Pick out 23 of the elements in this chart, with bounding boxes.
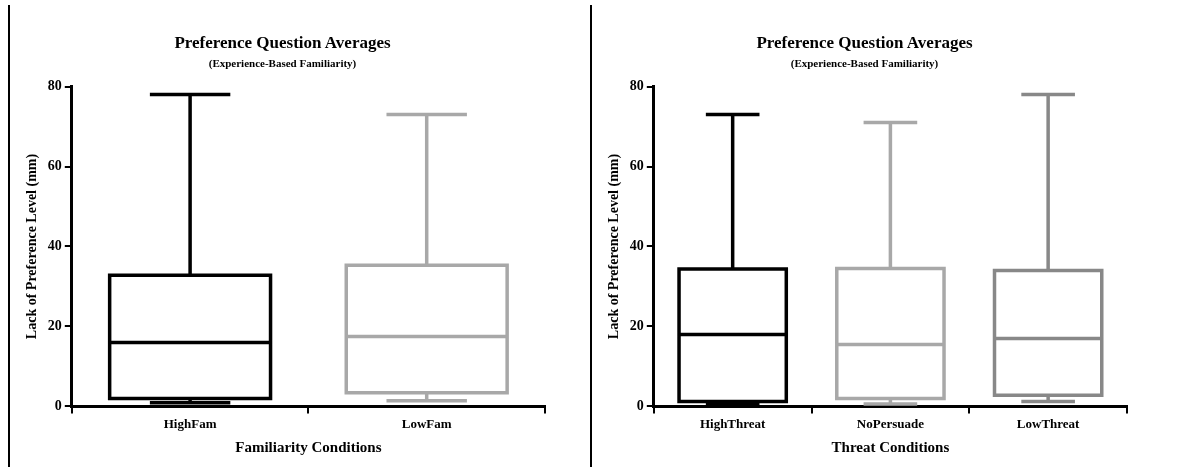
y-tick-label: 80 — [47, 78, 62, 94]
x-tick-label: LowThreat — [1016, 415, 1081, 431]
x-tick-label: HighThreat — [699, 415, 767, 431]
y-tick-label: 0 — [636, 398, 644, 414]
x-tick-label: LowFam — [401, 415, 452, 431]
y-tick-label: 40 — [629, 238, 644, 254]
y-axis-title: Lack of Preference Level (mm) — [606, 153, 623, 340]
x-axis-title: Familiarity Conditions — [235, 438, 382, 455]
chart-subtitle: (Experience-Based Familiarity) — [790, 56, 939, 70]
y-tick-label: 40 — [47, 238, 62, 254]
y-tick-label: 20 — [47, 318, 62, 334]
y-axis-title: Lack of Preference Level (mm) — [24, 153, 41, 340]
x-tick-label: NoPersuade — [856, 415, 925, 431]
y-tick-label: 0 — [54, 398, 62, 414]
y-tick-label: 80 — [629, 78, 644, 94]
y-tick-label: 60 — [47, 158, 62, 174]
chart-title: Preference Question Averages — [174, 32, 391, 52]
y-tick-label: 20 — [629, 318, 644, 334]
chart-title: Preference Question Averages — [756, 32, 973, 52]
x-tick-label: HighFam — [163, 415, 217, 431]
y-tick-label: 60 — [629, 158, 644, 174]
x-axis-title: Threat Conditions — [831, 438, 950, 455]
chart-subtitle: (Experience-Based Familiarity) — [208, 56, 357, 70]
